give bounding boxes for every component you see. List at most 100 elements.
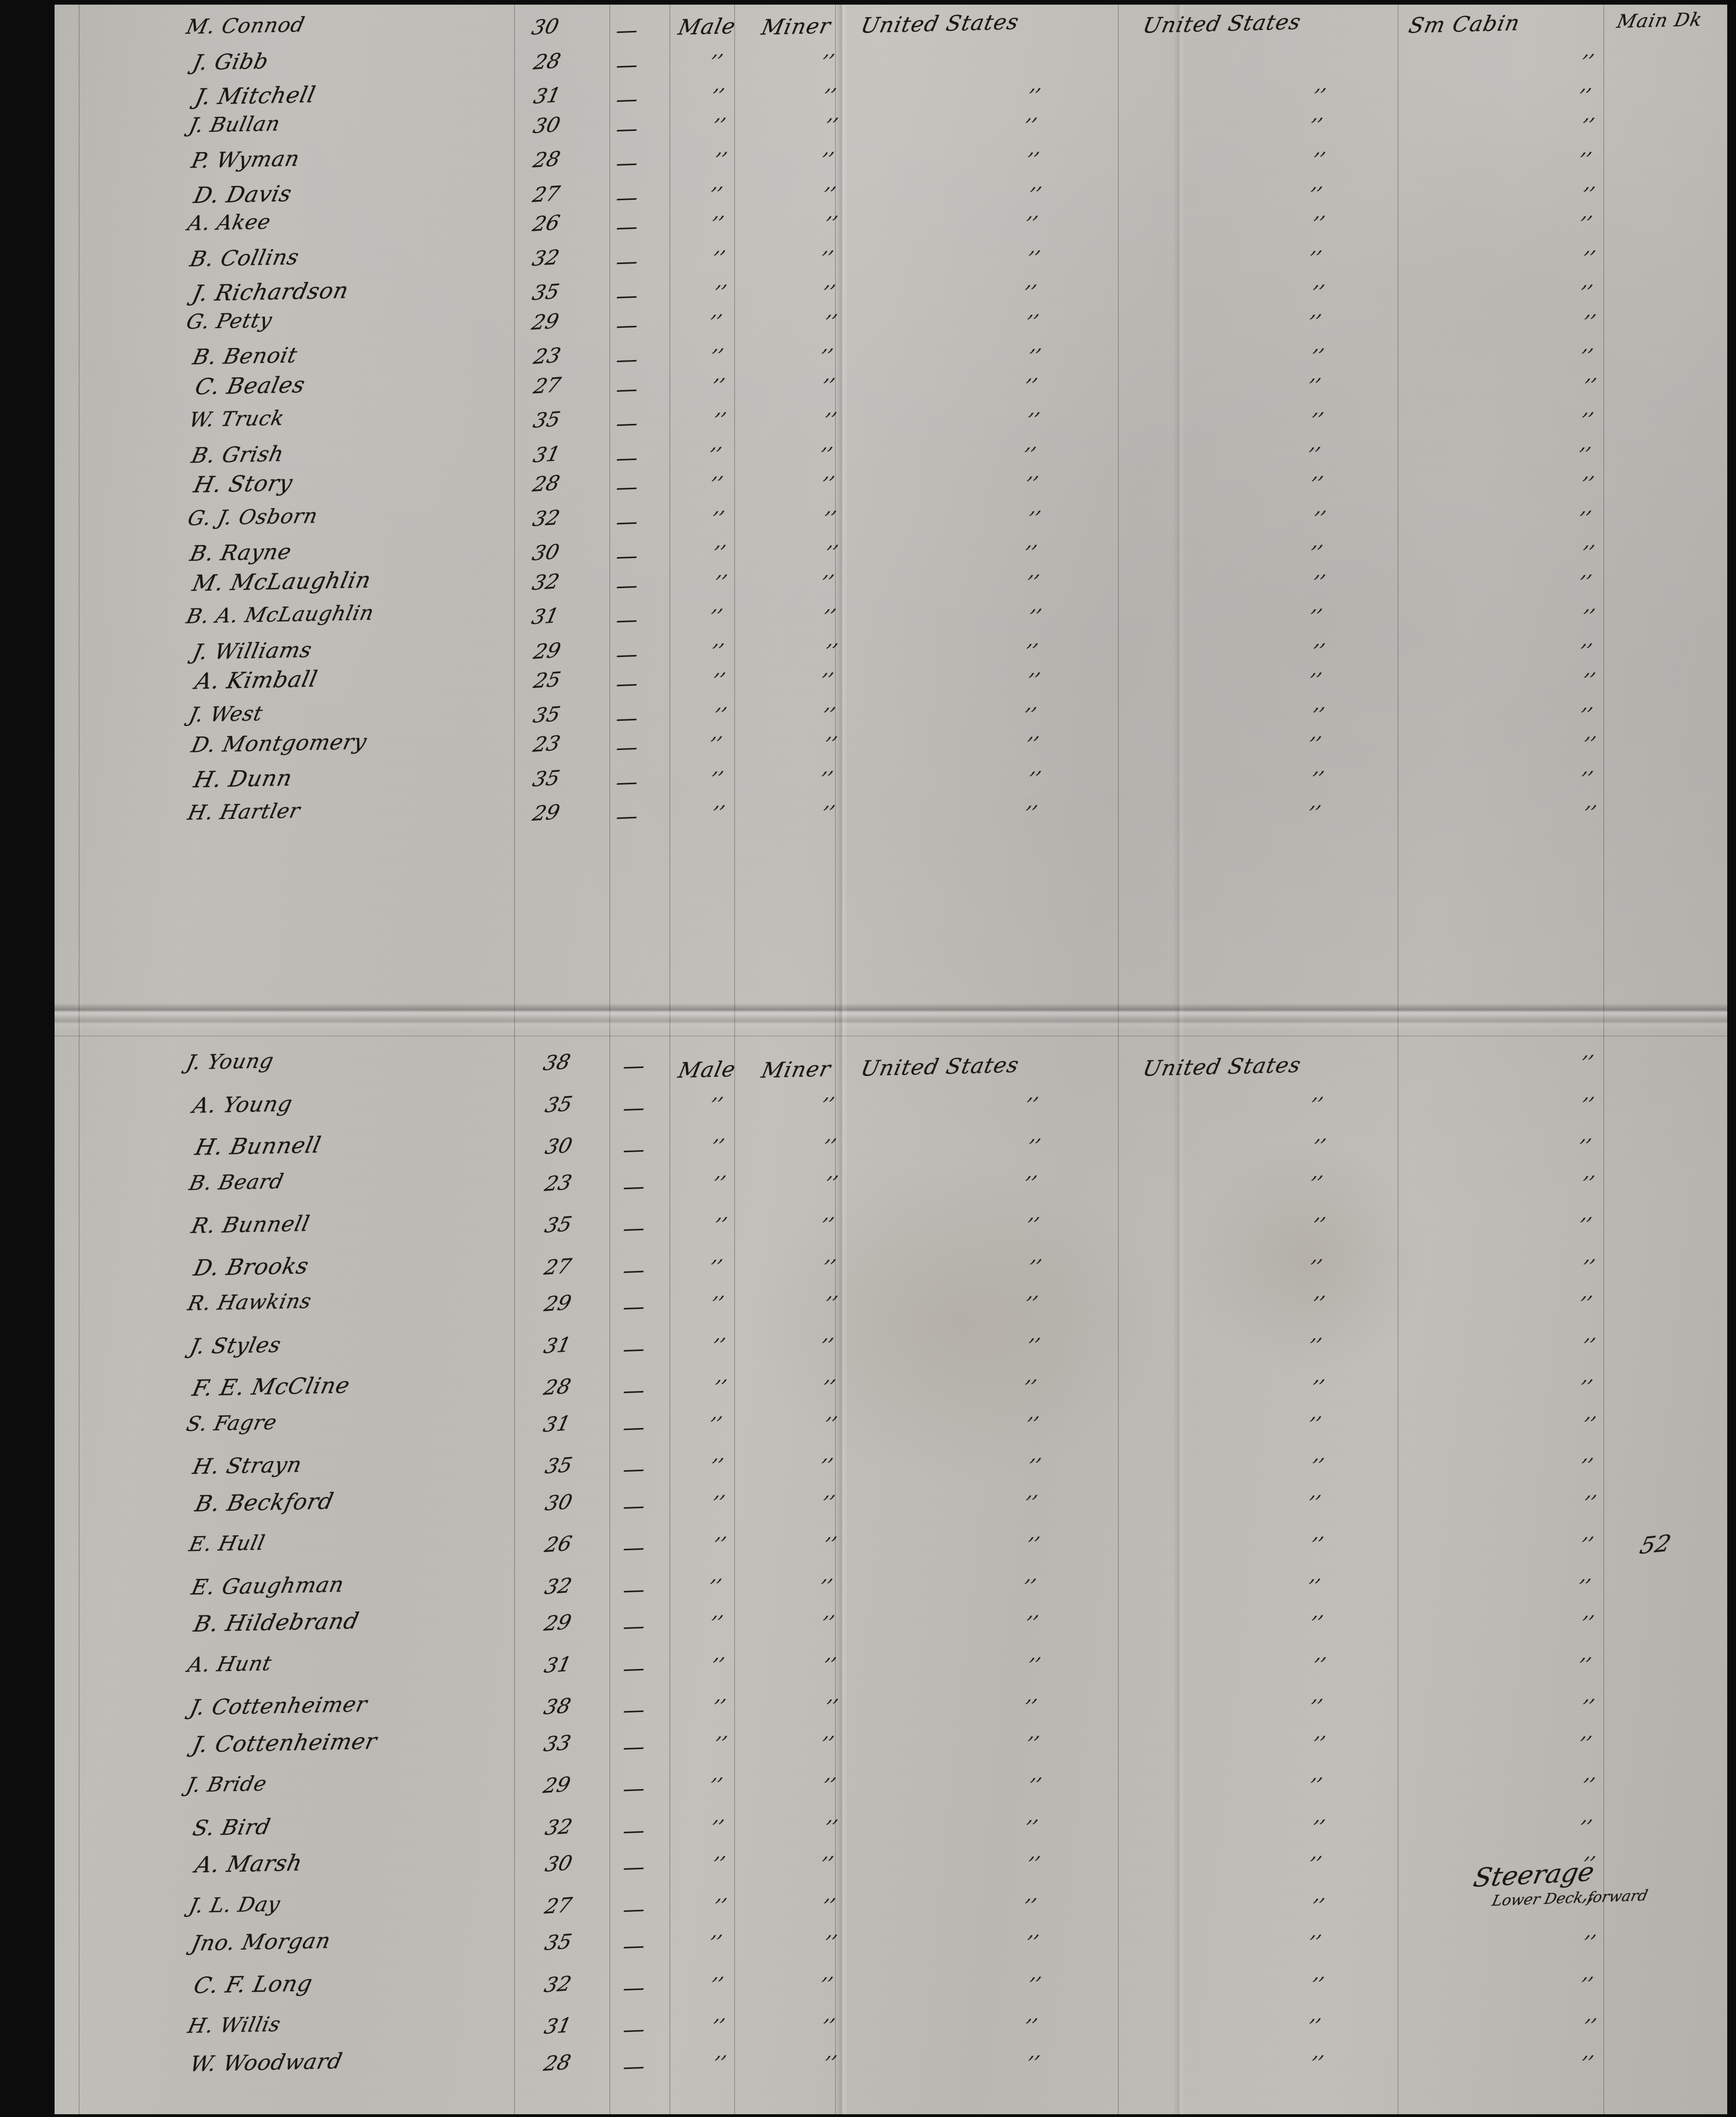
dash-mark: — — [614, 248, 639, 274]
header2-occupation: Miner — [759, 1056, 834, 1083]
dash-mark: — — [621, 1456, 646, 1482]
passenger-age: 32 — [543, 1814, 575, 1840]
passenger-age: 31 — [541, 1652, 573, 1678]
passenger-name: F. E. McCline — [190, 1372, 353, 1401]
passenger-age: 35 — [542, 1212, 574, 1238]
dash-mark: — — [614, 641, 639, 667]
dash-mark: — — [614, 184, 639, 210]
paper-crease-vertical — [836, 5, 848, 2114]
passenger-age: 31 — [530, 442, 562, 467]
passenger-name: B. Beard — [187, 1169, 286, 1195]
manifest-page: M. Connod 30— J. Gibb 28—’’’’’’ J. Mitchell 3… — [55, 5, 1727, 2114]
passenger-age: 32 — [542, 1971, 574, 1997]
dash-mark: — — [614, 375, 639, 402]
passenger-name: J. West — [187, 701, 265, 727]
dash-mark: — — [614, 508, 639, 534]
passenger-name: W. Woodward — [188, 2048, 345, 2076]
passenger-name: A. Marsh — [193, 1850, 305, 1878]
passenger-name: J. Mitchell — [193, 82, 318, 110]
dash-mark: — — [614, 803, 639, 829]
passenger-age: 32 — [542, 1573, 574, 1599]
passenger-name: A. Akee — [185, 210, 273, 235]
dash-mark: — — [614, 150, 639, 176]
header-deck: Main Dk — [1615, 9, 1705, 32]
passenger-age: 32 — [530, 505, 562, 531]
column-rule — [1398, 5, 1399, 2114]
passenger-name: J. Styles — [188, 1332, 284, 1359]
passenger-name: B. Rayne — [188, 539, 294, 566]
header2-destination: United States — [1141, 1052, 1304, 1081]
dash-mark: — — [621, 1655, 646, 1681]
passenger-name: P. Wyman — [189, 146, 302, 173]
passenger-age: 27 — [530, 181, 562, 207]
passenger-age: 29 — [529, 309, 561, 335]
passenger-age: 28 — [541, 1375, 573, 1400]
passenger-name: H. Dunn — [191, 765, 295, 793]
passenger-name: B. Beckford — [193, 1488, 336, 1517]
dash-mark: — — [614, 607, 639, 632]
column-rule — [669, 5, 670, 2114]
column-rule — [1118, 5, 1119, 2114]
header-destination: United States — [1141, 9, 1304, 38]
passenger-age: 31 — [529, 604, 561, 629]
dash-mark: — — [621, 2016, 646, 2042]
passenger-name: M. McLaughlin — [190, 567, 374, 596]
passenger-age: 31 — [531, 83, 563, 109]
column-rule — [1603, 5, 1604, 2114]
dash-mark: — — [614, 346, 639, 372]
passenger-age: 29 — [530, 800, 562, 826]
column-rule — [79, 5, 80, 2114]
passenger-name: W. Truck — [187, 406, 287, 432]
dash-mark: — — [614, 51, 639, 78]
dash-mark: — — [621, 1854, 646, 1880]
passenger-name: B. A. McLaughlin — [184, 601, 376, 628]
paper-crease — [55, 1015, 1727, 1031]
passenger-age: 30 — [530, 540, 562, 565]
dash-mark: — — [614, 86, 639, 112]
passenger-name: J. Cottenheimer — [190, 1728, 380, 1758]
dash-mark: — — [614, 410, 639, 436]
header-accommodation: Sm Cabin — [1406, 10, 1523, 38]
passenger-age: 35 — [529, 280, 561, 305]
passenger-name: R. Bunnell — [189, 1211, 313, 1238]
passenger-age: 35 — [543, 1092, 575, 1117]
dash-mark: — — [614, 214, 639, 239]
passenger-name: H. Willis — [185, 2013, 283, 2038]
passenger-age: 28 — [530, 147, 562, 172]
header-sex: Male — [676, 13, 738, 40]
passenger-name: J. Bullan — [187, 111, 282, 137]
passenger-age: 35 — [531, 702, 563, 728]
passenger-age: 35 — [542, 1930, 574, 1955]
passenger-name: J. Cottenheimer — [188, 1691, 370, 1720]
passenger-age: 30 — [531, 112, 563, 138]
passenger-name: C. Beales — [193, 371, 308, 400]
passenger-age: 27 — [542, 1893, 574, 1919]
dash-mark: — — [614, 734, 639, 760]
dash-mark: — — [621, 1896, 646, 1922]
passenger-name: D. Davis — [191, 180, 294, 209]
dash-mark: — — [621, 1613, 646, 1639]
dash-mark: — — [614, 705, 639, 731]
passenger-name: B. Benoit — [190, 342, 300, 369]
passenger-age: 31 — [541, 1411, 573, 1437]
passenger-name: D. Brooks — [191, 1252, 312, 1281]
passenger-name: S. Fagre — [184, 1410, 279, 1436]
passenger-name: A. Young — [190, 1091, 295, 1118]
passenger-name: H. Story — [191, 470, 295, 498]
dash-mark: — — [621, 1414, 646, 1440]
passenger-age: 30 — [542, 1851, 574, 1877]
passenger-age: 23 — [530, 731, 562, 757]
paper-crease — [55, 1003, 1727, 1019]
passenger-age: 29 — [541, 1291, 573, 1316]
passenger-name: B. Grish — [189, 441, 287, 468]
dash-mark: — — [621, 1335, 646, 1362]
dash-mark: — — [614, 17, 639, 43]
column-rule — [514, 5, 515, 2114]
passenger-age: 35 — [543, 1453, 575, 1479]
passenger-age: 27 — [531, 373, 563, 399]
block-separator — [55, 1036, 1727, 1037]
passenger-age: 32 — [529, 569, 561, 595]
dash-mark: — — [614, 670, 639, 696]
passenger-age: 38 — [541, 1050, 573, 1075]
